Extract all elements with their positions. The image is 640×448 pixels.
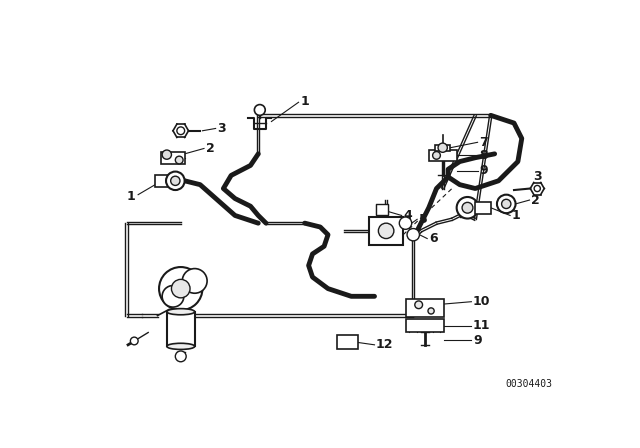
Text: 10: 10: [473, 295, 490, 308]
Text: 8: 8: [479, 149, 488, 162]
Bar: [167, 312, 195, 346]
Ellipse shape: [167, 309, 195, 315]
Bar: [155, 175, 171, 187]
Circle shape: [457, 197, 478, 219]
Text: 9: 9: [479, 164, 488, 177]
Circle shape: [166, 172, 184, 190]
Bar: [406, 319, 444, 332]
Circle shape: [502, 199, 511, 208]
Circle shape: [415, 301, 422, 309]
Circle shape: [433, 151, 440, 159]
Text: 4: 4: [403, 209, 412, 222]
Circle shape: [399, 217, 412, 229]
Bar: [337, 335, 358, 349]
Circle shape: [438, 143, 447, 152]
Bar: [435, 145, 451, 151]
Circle shape: [534, 185, 540, 192]
Circle shape: [378, 223, 394, 238]
Circle shape: [428, 308, 434, 314]
Text: 11: 11: [473, 319, 490, 332]
Text: 2: 2: [531, 194, 540, 207]
Text: 1: 1: [127, 190, 135, 202]
Text: 5: 5: [419, 213, 428, 226]
Text: 3: 3: [217, 122, 226, 135]
Circle shape: [131, 337, 138, 345]
Text: 6: 6: [429, 232, 437, 245]
Circle shape: [172, 280, 190, 298]
Bar: [161, 151, 184, 164]
Circle shape: [162, 285, 184, 307]
Text: 2: 2: [205, 142, 214, 155]
Text: 12: 12: [376, 338, 394, 351]
Circle shape: [175, 351, 186, 362]
Circle shape: [462, 202, 473, 213]
Bar: [369, 217, 403, 245]
Text: 9: 9: [473, 334, 481, 347]
Text: 3: 3: [533, 170, 542, 184]
Circle shape: [182, 269, 207, 293]
Circle shape: [177, 127, 184, 134]
Bar: [406, 299, 444, 317]
Circle shape: [175, 156, 183, 164]
Circle shape: [254, 104, 265, 115]
Text: 1: 1: [511, 209, 520, 222]
Text: 00304403: 00304403: [506, 379, 553, 389]
Bar: [376, 204, 388, 215]
Bar: [429, 150, 457, 161]
Circle shape: [171, 176, 180, 185]
Ellipse shape: [167, 343, 195, 349]
Text: 7: 7: [479, 136, 488, 149]
Circle shape: [497, 195, 516, 213]
Text: 1: 1: [300, 95, 309, 108]
Circle shape: [162, 150, 172, 159]
Circle shape: [159, 267, 202, 310]
Circle shape: [407, 228, 419, 241]
Bar: [476, 202, 491, 214]
